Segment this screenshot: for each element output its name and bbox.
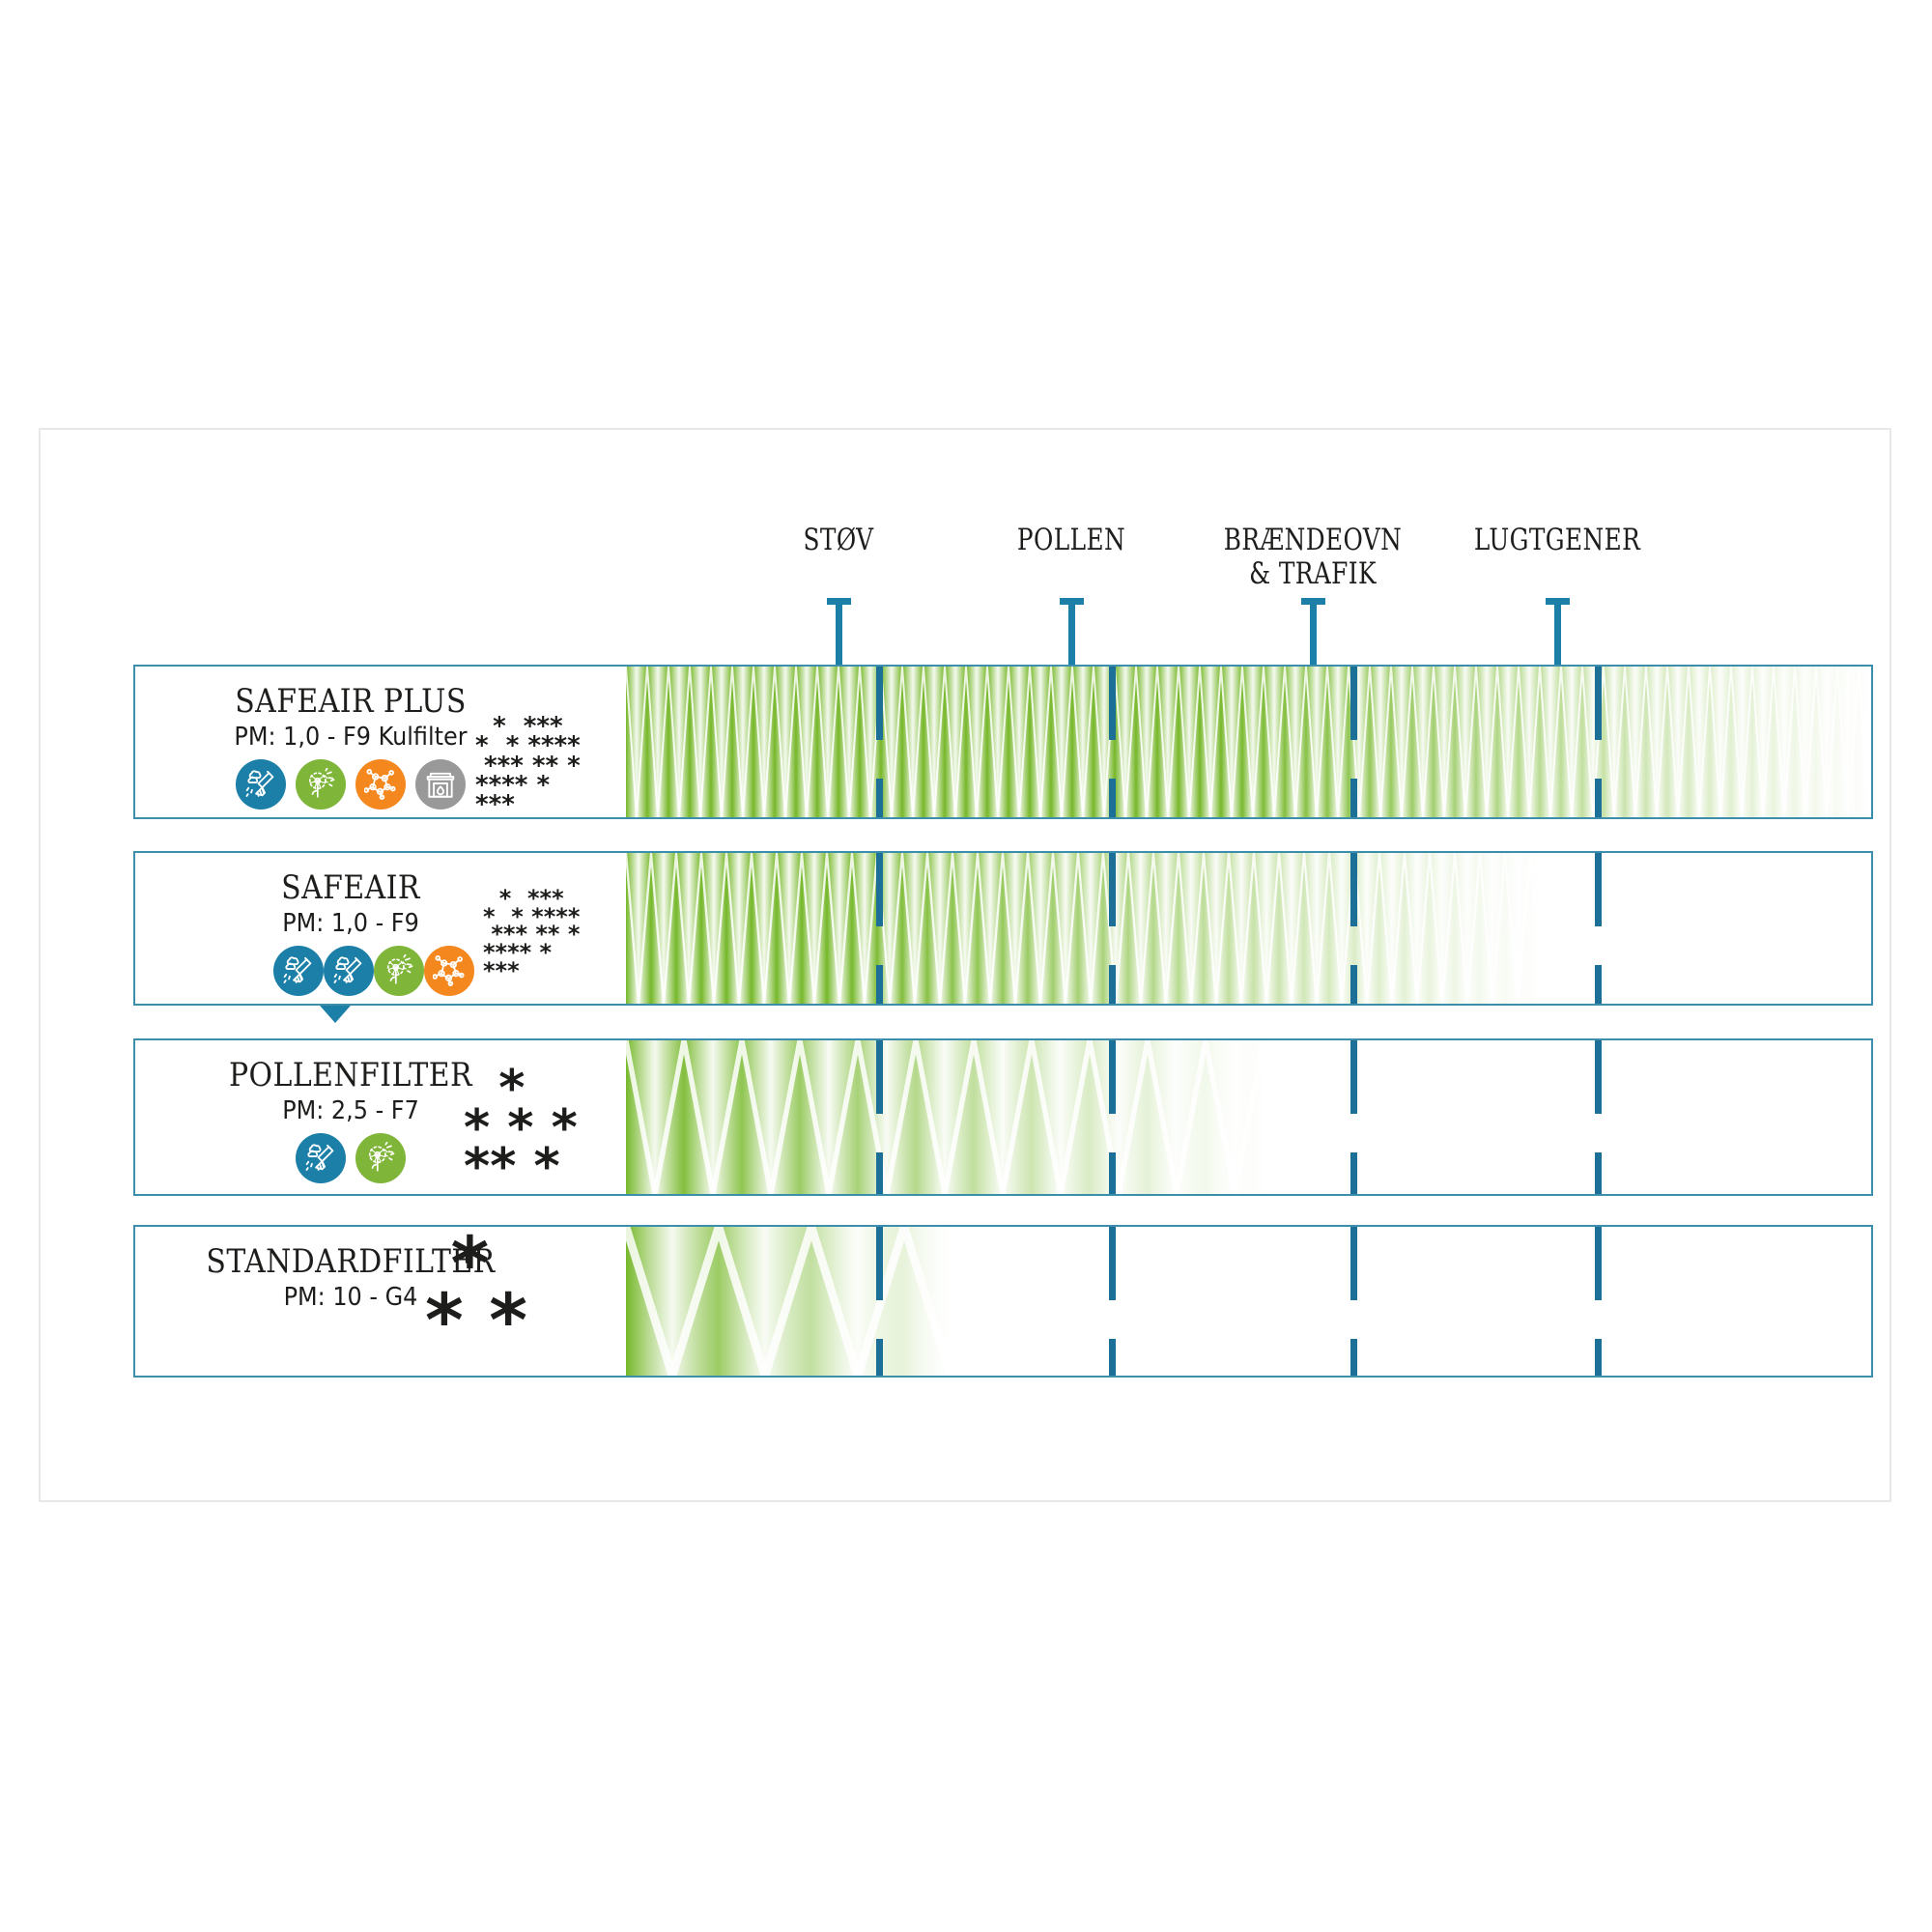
column-header-dust-label: STØV [803, 523, 874, 557]
tick-pollen [1060, 598, 1084, 666]
filter-pm-spec: PM: 10 - G4 [283, 1283, 418, 1312]
column-header-odour-label: LUGTGENER [1473, 523, 1641, 557]
coverage-fade [626, 1227, 1871, 1376]
filter-pm-spec: PM: 1,0 - F9 Kulfilter [234, 723, 468, 752]
tick-stem [1554, 598, 1561, 666]
pollen-icon[interactable] [296, 759, 346, 810]
particle-cluster: * * * * ** * [464, 1060, 578, 1196]
column-header-woodstove-label2: & TRAFIK [1249, 555, 1377, 591]
filter-row[interactable]: STANDARDFILTER PM: 10 - G4 * * * [133, 1225, 1873, 1378]
fireplace-icon[interactable] [415, 759, 466, 810]
filter-row[interactable]: SAFEAIR PLUS PM: 1,0 - F9 Kulfilter * ***… [133, 665, 1873, 819]
filter-name: STANDARDFILTER [206, 1242, 496, 1281]
filter-media-bar [626, 853, 1871, 1004]
column-header-woodstove-label: BRÆNDEOVN [1223, 523, 1403, 557]
dust-icon[interactable] [236, 759, 286, 810]
pollen-icon[interactable] [374, 946, 424, 996]
filter-media-bar [626, 667, 1871, 817]
particle-cluster: * * * [425, 1225, 527, 1364]
filter-row[interactable]: SAFEAIR PM: 1,0 - F9 * *** * * **** *** *… [133, 851, 1873, 1006]
filter-capability-badges [236, 759, 466, 810]
filter-pm-spec: PM: 1,0 - F9 [282, 909, 419, 938]
filter-row-label: SAFEAIR PM: 1,0 - F9 * *** * * **** *** *… [135, 853, 626, 1004]
tick-stem [836, 598, 842, 666]
filter-name: SAFEAIR PLUS [235, 682, 467, 721]
tick-dust [827, 598, 851, 666]
figure-frame: FILTERTYPER STØV POLLEN BRÆNDEOVN & TRAF… [39, 428, 1891, 1502]
tick-stem [1068, 598, 1075, 666]
dust-icon[interactable] [273, 946, 324, 996]
column-header-dust: STØV [715, 524, 962, 557]
filter-pm-spec: PM: 2,5 - F7 [282, 1096, 419, 1125]
column-header-woodstove: BRÆNDEOVN & TRAFIK [1189, 524, 1436, 590]
particle-cluster: * *** * * **** *** ** * **** * *** [475, 712, 581, 819]
molecule-icon[interactable] [424, 946, 474, 996]
tick-woodstove [1301, 598, 1325, 666]
tick-stem [1310, 598, 1317, 666]
filter-row-label: POLLENFILTER PM: 2,5 - F7 * * * * ** * [135, 1040, 626, 1194]
particle-cluster: * *** * * **** *** ** * **** * *** [483, 885, 581, 984]
filter-row[interactable]: POLLENFILTER PM: 2,5 - F7 * * * * ** * [133, 1038, 1873, 1196]
column-header-odour: LUGTGENER [1434, 524, 1681, 557]
filter-name: POLLENFILTER [228, 1056, 473, 1094]
filter-capability-badges [296, 1133, 406, 1183]
coverage-fade [626, 667, 1871, 817]
coverage-fade [626, 853, 1871, 1004]
filter-media-bar [626, 1227, 1871, 1376]
column-header-pollen: POLLEN [948, 524, 1195, 557]
filter-row-label: STANDARDFILTER PM: 10 - G4 * * * [135, 1227, 626, 1376]
filter-row-label: SAFEAIR PLUS PM: 1,0 - F9 Kulfilter * ***… [135, 667, 626, 817]
column-header-pollen-label: POLLEN [1016, 523, 1126, 557]
dust-icon[interactable] [324, 946, 374, 996]
filter-name: SAFEAIR [281, 868, 420, 907]
dust-icon[interactable] [296, 1133, 346, 1183]
tick-odour [1546, 598, 1570, 666]
pollen-icon[interactable] [355, 1133, 406, 1183]
filter-media-bar [626, 1040, 1871, 1194]
molecule-icon[interactable] [355, 759, 406, 810]
coverage-fade [626, 1040, 1871, 1194]
filter-capability-badges [273, 946, 474, 996]
